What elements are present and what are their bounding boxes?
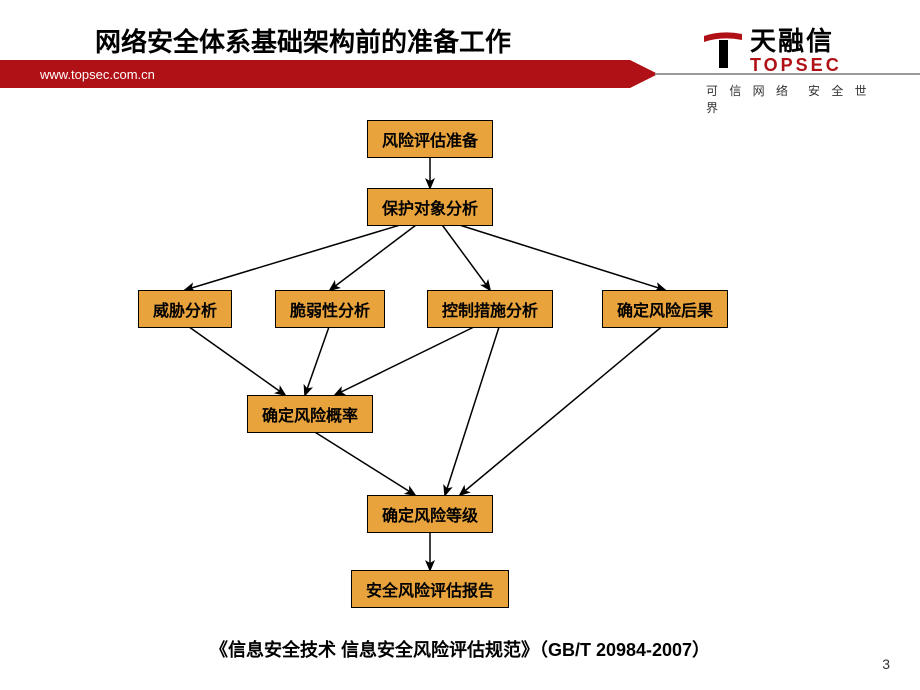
logo-english: TOPSEC [750,56,842,74]
edge-n5-n8 [445,324,500,495]
edge-n2-n4 [330,222,420,290]
edge-n6-n8 [460,324,665,495]
flowchart-diagram: 风险评估准备保护对象分析威胁分析 脆弱性分析 控制措施分析 确定风险后果确定风险概率确… [0,110,920,630]
slide-header: 网络安全体系基础架构前的准备工作 www.topsec.com.cn 天融信 T… [0,0,920,100]
flowchart-node-n7: 确定风险概率 [247,395,373,433]
slide-title: 网络安全体系基础架构前的准备工作 [95,22,511,59]
edge-n2-n3 [185,222,410,290]
edge-n2-n6 [450,222,665,290]
flowchart-node-n6: 确定风险后果 [602,290,728,328]
flowchart-node-n4: 脆弱性分析 [275,290,385,328]
edge-n3-n7 [185,324,285,395]
logo-text-block: 天融信 TOPSEC [750,28,842,74]
url-bar: www.topsec.com.cn [0,60,630,88]
logo-t-icon [702,28,744,70]
flowchart-node-n1: 风险评估准备 [367,120,493,158]
logo-main: 天融信 TOPSEC [702,28,892,74]
url-text: www.topsec.com.cn [40,67,155,82]
page-number: 3 [882,656,890,672]
citation-text: 《信息安全技术 信息安全风险评估规范》（GB/T 20984-2007） [210,636,710,662]
edge-n7-n8 [310,429,415,495]
flowchart-node-n2: 保护对象分析 [367,188,493,226]
flowchart-node-n8: 确定风险等级 [367,495,493,533]
logo-chinese: 天融信 [750,28,842,54]
edge-n2-n5 [440,222,490,290]
flowchart-node-n3: 威胁分析 [138,290,232,328]
company-logo: 天融信 TOPSEC 可 信 网 络 安 全 世 界 [702,28,892,116]
edge-n5-n7 [335,324,480,395]
flowchart-node-n5: 控制措施分析 [427,290,553,328]
edge-n4-n7 [305,324,330,395]
flowchart-node-n9: 安全风险评估报告 [351,570,509,608]
